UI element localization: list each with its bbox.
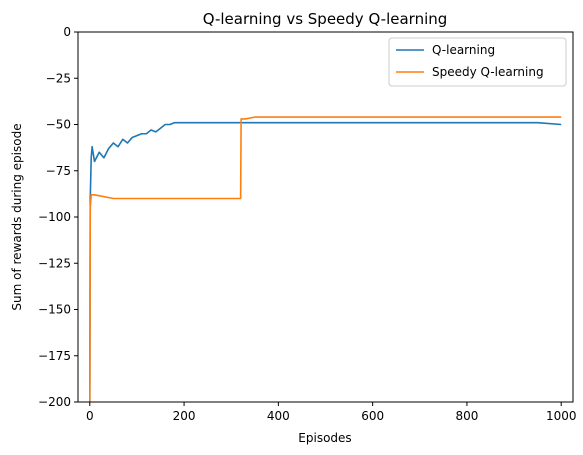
y-tick-label: −50	[46, 118, 71, 132]
x-tick-label: 200	[173, 409, 196, 423]
legend: Q-learning Speedy Q-learning	[388, 37, 567, 87]
y-tick-label: −100	[38, 210, 71, 224]
x-tick-label: 800	[455, 409, 478, 423]
x-tick-label: 400	[267, 409, 290, 423]
y-tick-label: −150	[38, 303, 71, 317]
x-axis-ticks: 0 200 400 600 800 1000	[86, 402, 577, 423]
legend-label-q-learning: Q-learning	[432, 43, 495, 57]
y-tick-label: −175	[38, 349, 71, 363]
y-tick-label: −125	[38, 256, 71, 270]
legend-label-speedy-q-learning: Speedy Q-learning	[432, 65, 544, 79]
x-tick-label: 0	[86, 409, 94, 423]
x-tick-label: 600	[361, 409, 384, 423]
y-axis-label: Sum of rewards during episode	[10, 123, 24, 310]
x-tick-label: 1000	[546, 409, 577, 423]
y-tick-label: −200	[38, 395, 71, 409]
series-speedy-q-learning	[88, 116, 562, 403]
series-line	[88, 121, 562, 403]
chart-title: Q-learning vs Speedy Q-learning	[203, 10, 448, 28]
series-q-learning	[88, 121, 562, 403]
series-layer	[88, 116, 562, 403]
x-axis-label: Episodes	[298, 431, 351, 445]
y-axis-ticks: 0 −25 −50 −75 −100 −125 −150 −175 −200	[38, 25, 78, 409]
plot-area	[78, 32, 573, 402]
y-tick-label: 0	[63, 25, 71, 39]
series-line	[88, 116, 562, 403]
y-tick-label: −25	[46, 71, 71, 85]
legend-box	[388, 37, 567, 87]
y-tick-label: −75	[46, 164, 71, 178]
